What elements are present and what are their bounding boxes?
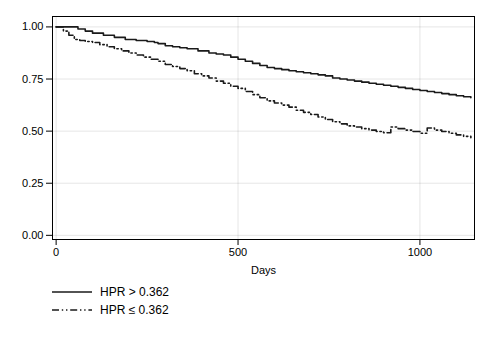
svg-text:0.75: 0.75 — [22, 73, 43, 85]
svg-text:0: 0 — [53, 246, 59, 258]
svg-text:500: 500 — [229, 246, 247, 258]
svg-text:1.00: 1.00 — [22, 20, 43, 32]
html-text:HPR ≤ 0.362: HPR ≤ 0.362 — [100, 303, 169, 317]
svg-text:Days: Days — [251, 264, 277, 276]
svg-text:0.25: 0.25 — [22, 177, 43, 189]
svg-text:0.50: 0.50 — [22, 125, 43, 137]
html-text:HPR > 0.362: HPR > 0.362 — [100, 285, 169, 299]
svg-text:0.00: 0.00 — [22, 229, 43, 241]
svg-text:1000: 1000 — [408, 246, 432, 258]
